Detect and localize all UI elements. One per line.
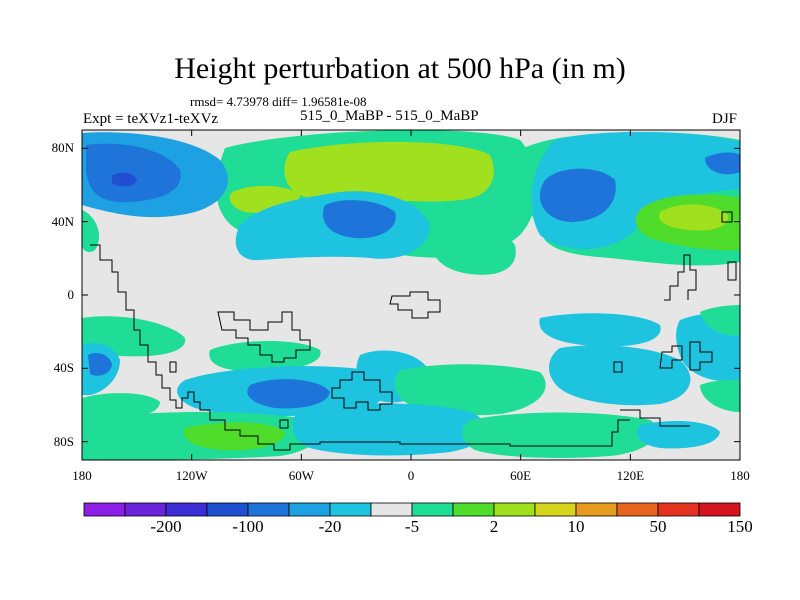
colorbar-label: -20 [318,517,342,536]
coast-south-america [217,311,311,363]
colorbar-label: 2 [489,517,499,536]
colorbar-swatch [698,502,741,517]
coast-south-island [169,361,177,373]
colorbar-label: 150 [727,517,753,536]
contour-pos-ne-center [658,204,729,231]
colorbar-swatch [370,502,413,517]
coast-south-small [279,419,289,429]
contour-pos-north-core [284,141,494,202]
period-label: 515_0_MaBP - 515_0_MaBP [300,108,479,124]
contour-neg-se [548,345,691,406]
contour-neg-ne-core [539,168,616,222]
coast-east-land [664,254,697,301]
contour-fields [82,130,740,460]
colorbar-swatch [247,502,290,517]
coast-se-island [613,361,623,373]
lat-tick-label: 0 [67,287,75,302]
colorbar-swatch [288,502,331,517]
contour-neg-se-lower [636,420,720,449]
contour-pos-south-right [462,412,658,458]
colorbar-swatch [452,502,495,517]
lon-tick-label: 60W [288,468,314,483]
contour-pos-se-edge [700,305,740,336]
lon-tick-label: 180 [72,468,92,483]
colorbar-swatch [124,502,167,517]
coast-middle-island [389,291,441,319]
axis-ticks [81,130,741,460]
colorbar-swatch [534,502,577,517]
lon-tick-label: 120W [175,468,208,483]
contour-pos-sw-lower [82,393,160,420]
coastlines [90,211,737,451]
coast-se-land [659,341,713,371]
colorbar-swatch [616,502,659,517]
lat-tick-label: 40S [53,360,74,376]
contour-neg-south-lower [292,403,488,456]
lat-tick-label: 80N [51,140,74,156]
colorbar-swatch [493,502,536,517]
colorbar-swatch [411,502,454,517]
colorbar-label: 50 [649,517,667,536]
lon-tick-label: 120E [616,468,645,483]
colorbar-label: -200 [150,517,182,536]
lon-tick-label: 60E [510,468,532,483]
coast-americas [90,244,630,451]
colorbar-swatch [329,502,372,517]
colorbar-label: 10 [567,517,585,536]
contour-pos-se-lower [700,379,740,412]
plot-title: Height perturbation at 500 hPa (in m) [174,52,626,85]
lon-tick-label: 180 [730,468,750,483]
colorbar-swatch [206,502,249,517]
coast-east-land2 [721,211,737,281]
contour-neg-mid-north-core [323,200,396,239]
colorbar-swatch [575,502,618,517]
coast-se-antarctic [620,409,690,427]
colorbar-swatch [83,502,126,517]
lon-tick-label: 0 [407,468,415,483]
experiment-label: Expt = teXVz1-teXVz [83,111,219,127]
contour-pos-sw-band [82,316,186,357]
contour-neg-ne-small [705,152,740,175]
contour-neg-sw-core [88,353,112,376]
contour-pos-sc [209,341,321,372]
colorbar-label: -100 [232,517,264,536]
contour-pos-west-edge [82,210,100,253]
colorbar-label: -5 [404,517,420,536]
rmsd-subtitle: rmsd= 4.73978 diff= 1.96581e-08 [190,94,367,109]
contour-pos-sc-band [394,364,546,416]
contour-neg-nw-core [86,143,181,203]
colorbar [83,502,741,517]
lat-tick-label: 40N [51,213,74,229]
contour-pos-south-core [184,422,285,451]
contour-neg-nw-center [112,172,137,187]
contour-neg-se-band [539,313,661,347]
contour-pos-mid-north-band [429,216,516,275]
lat-tick-label: 80S [53,433,74,449]
coast-africa [331,371,393,411]
contour-neg-sc-core [247,379,330,409]
colorbar-swatch [657,502,700,517]
colorbar-swatch [165,502,208,517]
season-label: DJF [712,111,738,127]
